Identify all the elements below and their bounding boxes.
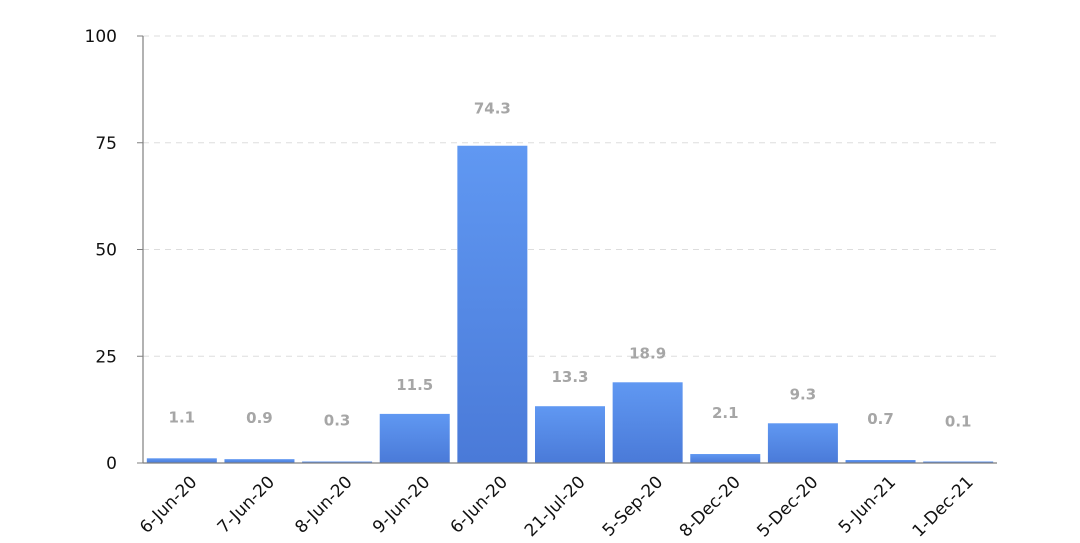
data-labels: 1.1 0.9 0.3 11.5 74.3 13.3 18.9 2.1 9.3 0.7 0.1	[169, 100, 972, 431]
data-label: 1.1	[169, 408, 196, 426]
data-label: 9.3	[790, 385, 817, 403]
bar	[379, 413, 450, 463]
x-tick-label: 21-Jul-20	[521, 472, 590, 541]
x-tick-label: 5-Jun-21	[835, 472, 900, 537]
bar	[845, 460, 916, 463]
y-tick-label: 75	[95, 134, 117, 154]
y-tick-label: 0	[106, 454, 117, 474]
x-tick-label: 6-Jun-20	[447, 472, 512, 537]
data-label: 11.5	[396, 376, 433, 394]
y-tick-label: 25	[95, 347, 117, 367]
x-tick-label: 8-Dec-20	[676, 472, 745, 541]
x-tick-label: 5-Sep-20	[599, 472, 667, 540]
bars	[146, 145, 994, 463]
data-label: 74.3	[474, 100, 511, 118]
bar	[923, 461, 994, 463]
bar	[767, 423, 838, 463]
data-label: 2.1	[712, 404, 739, 422]
bar	[690, 454, 761, 463]
data-label: 0.3	[324, 412, 351, 430]
bar	[457, 145, 528, 463]
x-tick-label: 7-Jun-20	[214, 472, 279, 537]
bar	[612, 382, 683, 463]
x-tick-label: 1-Dec-21	[909, 472, 978, 541]
data-label: 0.1	[945, 413, 972, 431]
gridlines	[143, 35, 997, 357]
x-tick-label: 5-Dec-20	[753, 472, 822, 541]
data-label: 0.7	[867, 410, 894, 428]
data-label: 13.3	[551, 368, 588, 386]
y-tick-label: 100	[85, 27, 117, 47]
x-tick-label: 9-Jun-20	[369, 472, 434, 537]
x-tick-label: 6-Jun-20	[136, 472, 201, 537]
x-tick-label: 8-Jun-20	[291, 472, 356, 537]
bar	[146, 458, 217, 463]
bar	[224, 459, 295, 463]
bar	[302, 461, 373, 463]
data-label: 18.9	[629, 344, 666, 362]
y-tick-label: 50	[95, 241, 117, 261]
bar	[535, 406, 605, 463]
data-label: 0.9	[246, 409, 273, 427]
